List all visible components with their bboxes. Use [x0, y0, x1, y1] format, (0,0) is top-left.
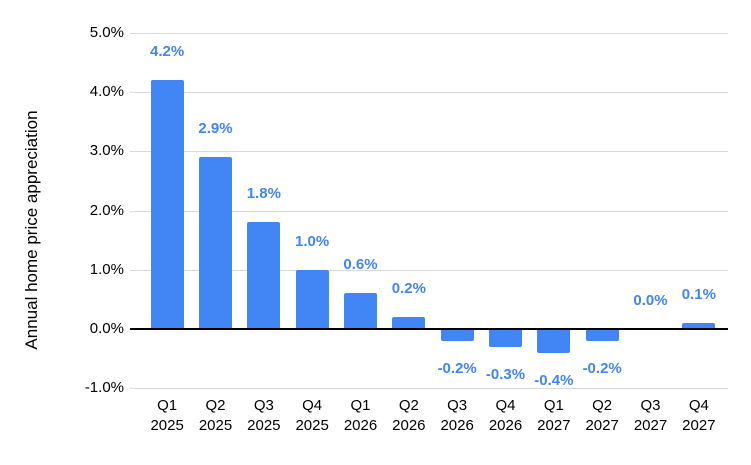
x-tick-label: Q1 2026 [326, 396, 396, 435]
x-tick-year: 2027 [682, 416, 716, 434]
bar [392, 317, 426, 329]
x-tick-label: Q2 2027 [567, 396, 637, 435]
x-tick-quarter: Q3 [640, 397, 661, 414]
x-tick-year: 2025 [150, 416, 184, 434]
x-tick-quarter: Q4 [688, 397, 709, 414]
bar-value-label: 1.8% [246, 185, 281, 203]
bar-value-label: 0.0% [633, 292, 668, 309]
bar-value-label: -0.3% [485, 365, 526, 383]
x-tick-quarter: Q3 [447, 397, 468, 414]
x-tick-quarter: Q2 [592, 397, 613, 414]
y-tick-label: 2.0% [89, 201, 124, 219]
x-tick-quarter: Q1 [350, 397, 371, 414]
x-tick-label: Q2 2025 [181, 396, 251, 435]
y-axis-title: Annual home price appreciation [22, 110, 41, 350]
y-tick-label: 3.0% [89, 142, 124, 160]
x-tick-label: Q4 2026 [471, 396, 541, 435]
bar-value-label: 1.0% [295, 232, 330, 250]
bar-value-label: -0.2% [582, 359, 622, 377]
bar-value-label: -0.2% [437, 359, 477, 377]
x-tick-quarter: Q3 [253, 397, 274, 414]
bar [199, 157, 232, 329]
x-tick-year: 2025 [247, 416, 281, 434]
x-tick-year: 2025 [295, 416, 329, 434]
x-tick-label: Q1 2025 [132, 396, 202, 435]
x-tick-year: 2026 [343, 416, 378, 434]
x-tick-label: Q3 2025 [229, 396, 299, 435]
x-tick-quarter: Q4 [495, 397, 516, 414]
gridline [130, 210, 728, 212]
x-tick-year: 2026 [488, 416, 523, 434]
x-tick-label: Q1 2027 [519, 396, 589, 435]
bar [295, 269, 329, 329]
x-tick-label: Q2 2026 [374, 396, 444, 435]
bar-value-label: 0.2% [391, 280, 426, 298]
x-tick-year: 2026 [392, 416, 426, 434]
x-tick-year: 2027 [537, 416, 571, 434]
x-tick-quarter: Q1 [543, 397, 564, 414]
gridline [130, 33, 728, 35]
y-tick-label: 4.0% [89, 83, 124, 101]
y-tick-label: -1.0% [84, 379, 124, 397]
y-tick-label: 1.0% [89, 260, 124, 278]
x-tick-year: 2027 [633, 416, 668, 434]
bar [344, 293, 377, 329]
bar [537, 329, 571, 353]
bar [440, 329, 474, 341]
x-tick-year: 2025 [198, 416, 233, 434]
y-tick-label: 5.0% [89, 24, 124, 42]
bar [247, 222, 281, 329]
x-tick-quarter: Q2 [205, 397, 226, 414]
bar [682, 323, 716, 329]
x-tick-year: 2026 [440, 416, 474, 434]
x-tick-label: Q3 2026 [422, 396, 492, 435]
x-tick-quarter: Q1 [157, 397, 178, 414]
bar [585, 329, 619, 341]
bar [489, 329, 522, 347]
gridline [130, 151, 728, 153]
bar-value-label: 2.9% [198, 120, 233, 138]
gridline [130, 388, 728, 390]
bar-value-label: 0.1% [681, 286, 716, 304]
gridline [130, 269, 728, 271]
x-tick-year: 2027 [585, 416, 619, 434]
y-tick-label: 0.0% [89, 320, 124, 337]
x-tick-quarter: Q2 [398, 397, 419, 414]
zero-axis-line [130, 328, 728, 330]
x-tick-quarter: Q4 [302, 397, 323, 414]
gridline [130, 92, 728, 94]
bar-value-label: -0.4% [534, 371, 574, 389]
bar-value-label: 4.2% [150, 43, 185, 61]
x-tick-label: Q4 2027 [664, 396, 734, 435]
bar [150, 80, 184, 329]
bar-value-label: 0.6% [343, 256, 378, 274]
x-tick-label: Q4 2025 [277, 396, 347, 435]
x-tick-label: Q3 2027 [616, 396, 686, 435]
